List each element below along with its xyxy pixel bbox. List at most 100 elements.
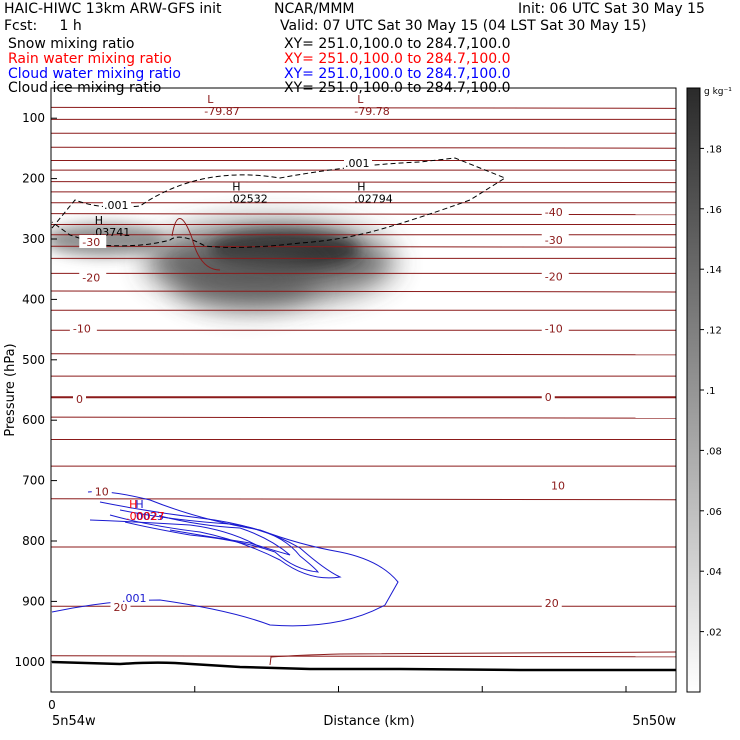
- colorbar-tick-label: .1: [706, 386, 716, 397]
- y-tick-label: 700: [22, 474, 45, 488]
- colorbar-tick-label: .08: [706, 446, 722, 457]
- x-endpoint-left: 5n54w: [52, 714, 96, 729]
- snow-max-extremum-letter: H: [95, 214, 103, 227]
- cloud-water-contour-4: [159, 515, 291, 556]
- header-valid: Valid: 07 UTC Sat 30 May 15 (04 LST Sat …: [280, 18, 647, 34]
- snow-max-extremum-value: .02532: [229, 193, 268, 206]
- cloud-water-contour-3: [119, 509, 320, 573]
- cloud-water-max-extremum-value: .0023: [132, 510, 164, 523]
- temperature-label: -20: [545, 270, 563, 283]
- temperature-label-bg: [541, 233, 569, 247]
- temperature-label-bg: [73, 392, 86, 406]
- field-name-snow: Snow mixing ratio: [8, 36, 135, 52]
- snow-max-extremum-letter: H: [357, 181, 365, 194]
- colorbar-tick-label: .12: [706, 326, 722, 337]
- field-xy-snow: XY= 251.0,100.0 to 284.7,100.0: [284, 36, 511, 52]
- cloud-ice-contour-label: .001: [104, 199, 129, 212]
- temperature-label: 20: [114, 601, 128, 614]
- field-name-cloud-water: Cloud water mixing ratio: [8, 66, 181, 82]
- temperature-label-bg: [79, 270, 107, 284]
- header-title-center: NCAR/MMM: [274, 1, 355, 17]
- snow-shading: [51, 222, 395, 308]
- y-tick-label: 400: [22, 292, 45, 306]
- cloud-water-contour-2: [99, 501, 342, 579]
- temperature-label: 10: [551, 479, 565, 492]
- header-title-left: HAIC-HIWC 13km ARW-GFS init: [4, 1, 222, 17]
- temperature-label: -20: [82, 272, 100, 285]
- cloud-ice-contours: [51, 157, 507, 271]
- x-axis-label: Distance (km): [323, 714, 414, 729]
- isotherm-line: [51, 213, 676, 216]
- x-endpoint-right: 5n50w: [632, 714, 676, 729]
- rain-max-extremum-value: .00027: [126, 510, 165, 523]
- snow-blob-lower: [175, 252, 315, 308]
- colorbar-tick-label: .18: [706, 144, 722, 155]
- temperature-label-bg: [69, 321, 97, 335]
- temperature-label-bg: [548, 478, 568, 492]
- terrain-line: [51, 660, 676, 672]
- colorbar-tick-label: .14: [706, 265, 722, 276]
- cloud-water-contour-5: [89, 519, 261, 548]
- ice-label-bg: [103, 199, 131, 211]
- temperature-label: -10: [545, 322, 563, 335]
- isotherm-line: [51, 146, 676, 149]
- y-tick-label: 200: [22, 172, 45, 186]
- temperature-label-bg: [541, 390, 555, 404]
- colorbar-tick-label: .16: [706, 205, 722, 216]
- isotherm-line: [51, 353, 676, 356]
- temperature-label-bg: [541, 269, 569, 283]
- cloud-water-label-bg: [121, 592, 149, 604]
- y-tick-label: 100: [22, 111, 45, 125]
- temperature-label-bg: [79, 235, 107, 249]
- temperature-min-extremum-value: -79.87: [204, 105, 239, 118]
- y-axis: 100 200 300 400 500 600 700 800 900 1000: [14, 111, 57, 669]
- header-init: Init: 06 UTC Sat 30 May 15: [518, 1, 705, 17]
- y-tick-label: 300: [22, 232, 45, 246]
- temperature-label-bg: [541, 321, 569, 335]
- ice-label-bg: [344, 157, 372, 169]
- isotherm-line: [51, 655, 676, 658]
- plot-frame: [50, 87, 677, 693]
- contour-labels: H.02532H.02794H.03741L-79.87L-79.78H.002…: [69, 93, 569, 614]
- field-xy-cloud-water: XY= 251.0,100.0 to 284.7,100.0: [284, 66, 511, 82]
- temperature-contours: [51, 106, 676, 658]
- isotherm-line: [51, 181, 676, 184]
- colorbar-tick-label: .02: [706, 628, 722, 639]
- y-axis-label: Pressure (hPa): [3, 343, 18, 436]
- field-xy-rain: XY= 251.0,100.0 to 284.7,100.0: [284, 51, 511, 67]
- temperature-min-extremum-value: -79.78: [354, 105, 389, 118]
- temperature-label: 20: [545, 597, 559, 610]
- colorbar-ticks: .02 .04 .06 .08 .1 .12 .14 .16 .18: [700, 144, 722, 639]
- temperature-label: -30: [82, 236, 100, 249]
- y-tick-label: 1000: [14, 655, 45, 669]
- colorbar: [686, 87, 701, 693]
- isotherm-line: [51, 416, 676, 419]
- y-tick-label: 900: [22, 594, 45, 608]
- colorbar-tick-label: .06: [706, 507, 722, 518]
- isotherm-line: [51, 106, 676, 109]
- isotherm-line: [51, 498, 676, 501]
- cloud-water-contour-label: .001: [122, 592, 147, 605]
- snow-max-extremum-letter: H: [232, 181, 240, 194]
- colorbar-tick-label: .04: [706, 567, 722, 578]
- isotherm-line: [51, 290, 676, 293]
- y-tick-label: 500: [22, 353, 45, 367]
- isotherm-line: [51, 245, 676, 248]
- header-fcst: Fcst: 1 h: [4, 18, 82, 34]
- cloud-ice-contour-label: .001: [345, 157, 370, 170]
- colorbar-unit: g kg⁻¹: [704, 87, 732, 97]
- x-tick-label-0: 0: [48, 698, 56, 712]
- temperature-label-bg: [91, 484, 112, 498]
- temperature-label-bg: [541, 204, 569, 218]
- temperature-label-bg: [541, 596, 562, 610]
- cloud-water-contours: [51, 491, 399, 627]
- y-tick-label: 800: [22, 534, 45, 548]
- temperature-label: 0: [545, 391, 552, 404]
- cloud-water-max-extremum-letter: H: [135, 498, 143, 511]
- temperature-label: -30: [545, 234, 563, 247]
- temperature-label: -10: [73, 322, 91, 335]
- temperature-min-extremum-letter: L: [207, 93, 214, 106]
- cloud-ice-contour-001: [51, 157, 507, 248]
- cloud-water-contour-1: [51, 491, 399, 627]
